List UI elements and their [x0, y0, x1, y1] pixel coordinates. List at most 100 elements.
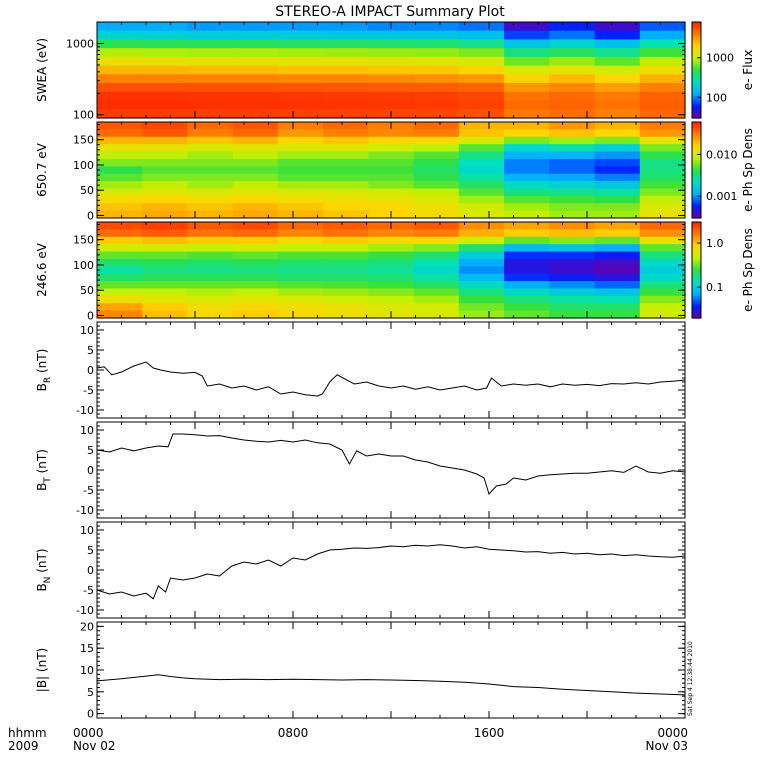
colorbar-segment	[692, 214, 701, 217]
colorbar-segment	[692, 294, 701, 297]
y-axis-label-main: B	[35, 583, 49, 591]
heatmap-cell	[232, 144, 279, 153]
heatmap-cell	[277, 251, 324, 260]
heatmap-cell	[458, 173, 505, 182]
heatmap-cell	[639, 181, 686, 190]
heatmap-cell	[142, 56, 189, 67]
y-tick-label: 5	[87, 344, 94, 357]
heatmap-cell	[504, 181, 550, 190]
colorbar-segment	[692, 78, 701, 81]
heatmap-cell	[142, 39, 189, 49]
heatmap-cell	[323, 303, 369, 312]
heatmap-cell	[594, 188, 641, 197]
colorbar-segment	[692, 106, 701, 109]
heatmap-cell	[187, 91, 234, 102]
colorbar-segment	[692, 146, 701, 149]
colorbar-segment	[692, 206, 701, 209]
colorbar-tick-label: 0.001	[706, 190, 738, 203]
heatmap-cell	[413, 210, 460, 219]
heatmap-cell	[142, 266, 189, 275]
heatmap-cell	[594, 281, 641, 290]
heatmap-cell	[232, 244, 279, 253]
heatmap-cell	[549, 195, 596, 204]
heatmap-cell	[187, 310, 234, 319]
colorbar-segment	[692, 54, 701, 57]
heatmap-cell	[232, 109, 279, 119]
heatmap-cell	[277, 22, 324, 32]
y-tick-label: 0	[87, 708, 94, 721]
heatmap-cell	[458, 203, 505, 212]
colorbar-segment	[692, 270, 701, 273]
heatmap-cell	[458, 48, 505, 58]
heatmap-cell	[504, 310, 550, 319]
colorbar-frame	[691, 221, 702, 319]
colorbar-segment	[692, 148, 701, 151]
heatmap-cell	[232, 100, 279, 110]
heatmap-cell	[323, 56, 369, 67]
colorbar-segment	[692, 272, 701, 275]
heatmap-cell	[232, 136, 279, 145]
colorbar-segment	[692, 74, 701, 77]
heatmap-cell	[458, 83, 505, 93]
colorbar-label: e- Ph Sp Dens	[741, 228, 755, 312]
y-tick-label: 0	[87, 209, 94, 222]
colorbar-segment	[692, 230, 701, 233]
heatmap-cell	[458, 100, 505, 110]
colorbar-segment	[692, 36, 701, 39]
heatmap-cell	[368, 281, 415, 290]
heatmap-cell	[187, 181, 234, 190]
heatmap-cell	[413, 74, 460, 84]
y-tick-label: -10	[76, 404, 94, 417]
colorbar-segment	[692, 204, 701, 207]
heatmap-cell	[594, 244, 641, 253]
heatmap-cell	[323, 158, 369, 167]
heatmap-cell	[458, 22, 505, 32]
panel-bn: -10 -5 0 5 10 BN (nT)	[35, 521, 686, 619]
heatmap-cell	[504, 91, 550, 102]
heatmap-cell	[458, 122, 505, 130]
heatmap-cell	[97, 195, 143, 204]
colorbar-segment	[692, 184, 701, 187]
heatmap-cell	[368, 244, 415, 253]
heatmap-cell	[594, 74, 641, 84]
series-line-br	[96, 361, 686, 397]
heatmap-cell	[458, 258, 505, 267]
heatmap-cell	[277, 158, 324, 167]
y-axis-label-main: B	[35, 383, 49, 391]
heatmap-cell	[187, 188, 234, 197]
heatmap-cell	[413, 251, 460, 260]
colorbar-segment	[692, 298, 701, 301]
heatmap-cell	[368, 48, 415, 58]
heatmap-cell	[639, 65, 686, 75]
y-axis-label-unit: (nT)	[35, 449, 49, 477]
heatmap-cell	[142, 310, 189, 319]
heatmap-cell	[594, 109, 641, 119]
heatmap-cell	[187, 222, 234, 230]
colorbar-segment	[692, 48, 701, 51]
heatmap-cell	[368, 65, 415, 75]
heatmap-cell	[142, 188, 189, 197]
colorbar-segment	[692, 56, 701, 59]
heatmap-cell	[413, 222, 460, 230]
heatmap-cell	[549, 74, 596, 84]
heatmap-cell	[232, 273, 279, 282]
heatmap-cell	[549, 288, 596, 297]
heatmap-cell	[594, 166, 641, 175]
heatmap-cell	[413, 288, 460, 297]
colorbar-segment	[692, 306, 701, 309]
heatmap-cell	[323, 166, 369, 175]
heatmap-cell	[323, 129, 369, 138]
heatmap-cell	[97, 48, 143, 58]
heatmap-cell	[594, 195, 641, 204]
colorbar-segment	[692, 142, 701, 145]
colorbar-segment	[692, 238, 701, 241]
heatmap-cell	[97, 203, 143, 212]
heatmap-cell	[504, 129, 550, 138]
heatmap-cell	[142, 129, 189, 138]
heatmap-cell	[277, 222, 324, 230]
heatmap-cell	[504, 295, 550, 304]
colorbar-segment	[692, 198, 701, 201]
time-tick-hhmm: 0000	[657, 726, 688, 740]
heatmap-cell	[639, 173, 686, 182]
heatmap-cell	[368, 39, 415, 49]
